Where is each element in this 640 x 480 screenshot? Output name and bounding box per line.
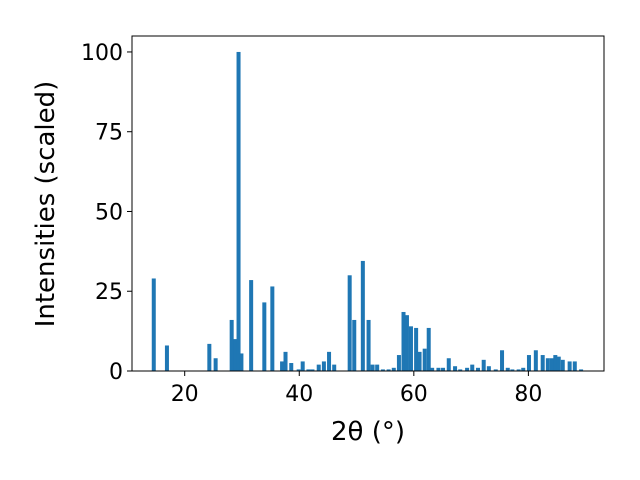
bar (229, 319, 234, 371)
bar (572, 361, 577, 371)
bar (164, 345, 169, 371)
bar (396, 355, 401, 371)
bar (533, 350, 538, 371)
y-tick-label: 25 (95, 280, 123, 305)
bar (526, 355, 531, 371)
bar (458, 369, 463, 371)
bar (441, 367, 446, 371)
bar (556, 356, 561, 371)
x-tick-label: 40 (285, 382, 313, 407)
bar (453, 366, 458, 371)
bar (408, 326, 413, 371)
bar (567, 361, 572, 371)
bar (151, 278, 156, 371)
bar (560, 359, 565, 371)
bar (516, 369, 521, 371)
y-axis-label: Intensities (scaled) (31, 81, 61, 328)
bar (430, 367, 435, 371)
x-axis: 20 40 60 80 (171, 371, 542, 407)
bar (213, 358, 218, 371)
bar (521, 367, 526, 371)
bar (316, 364, 321, 371)
bar (422, 348, 427, 371)
bar (486, 366, 491, 371)
bar (481, 359, 486, 371)
x-tick-label: 60 (400, 382, 428, 407)
bar (540, 355, 545, 371)
bar-series (151, 51, 584, 371)
bar (283, 351, 288, 371)
bar (436, 367, 441, 371)
bar (386, 369, 391, 371)
bar (545, 358, 550, 371)
bar (300, 361, 305, 371)
bar (549, 358, 554, 371)
bar (380, 369, 385, 371)
bar (391, 367, 396, 371)
bar (426, 327, 431, 371)
bar (465, 367, 470, 371)
bar (332, 364, 337, 371)
bar (327, 351, 332, 371)
bar (375, 364, 380, 371)
bar (553, 355, 558, 371)
bar (321, 361, 326, 371)
bar (262, 302, 267, 371)
bar (296, 369, 301, 371)
bar (236, 51, 241, 371)
plot-frame (131, 35, 605, 372)
bar (360, 260, 365, 371)
bar (404, 315, 409, 371)
bar (207, 343, 212, 371)
bar (493, 369, 498, 371)
bar (414, 327, 419, 371)
y-tick-label: 100 (81, 41, 123, 66)
bar (579, 369, 584, 371)
y-tick-label: 50 (95, 200, 123, 225)
y-axis: 0 25 50 75 100 (81, 41, 132, 385)
bar (289, 363, 294, 371)
bar (239, 353, 244, 371)
bar (310, 369, 315, 371)
y-tick-label: 0 (109, 360, 123, 385)
bar (233, 339, 238, 371)
bar (470, 364, 475, 371)
bar (352, 319, 357, 371)
bar (417, 351, 422, 371)
bar (475, 367, 480, 371)
bar (366, 319, 371, 371)
bar (370, 364, 375, 371)
x-axis-label: 2θ (°) (331, 417, 405, 447)
bar (401, 311, 406, 371)
bar (306, 369, 311, 371)
bar (505, 367, 510, 371)
x-tick-label: 80 (514, 382, 542, 407)
bar (249, 280, 254, 371)
bar (347, 275, 352, 371)
bar (500, 350, 505, 371)
x-tick-label: 20 (171, 382, 199, 407)
bar (280, 361, 285, 371)
y-tick-label: 75 (95, 121, 123, 146)
bar (510, 369, 515, 371)
bar (446, 358, 451, 371)
bar (270, 286, 275, 371)
